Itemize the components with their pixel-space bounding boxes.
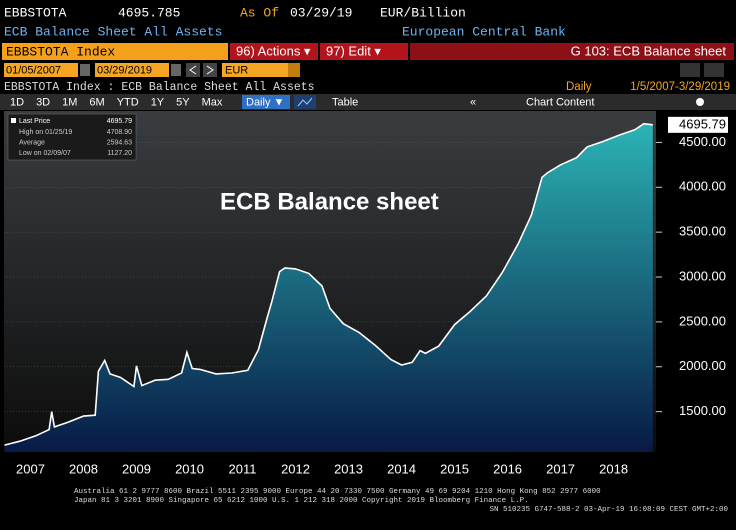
x-tick-label: 2017 — [546, 461, 575, 476]
collapse-icon[interactable]: « — [470, 96, 476, 108]
x-tick-label: 2008 — [69, 461, 98, 476]
legend-swatch — [11, 118, 16, 123]
y-tick-label: 1500.00 — [679, 403, 726, 418]
calendar-icon[interactable] — [80, 64, 90, 76]
security-name: ECB Balance Sheet All Assets — [4, 24, 222, 39]
range: 1/5/2007-3/29/2019 — [630, 81, 730, 93]
as-of-date: 03/29/19 — [290, 5, 352, 20]
x-tick-label: 2018 — [599, 461, 628, 476]
currency-dropdown[interactable] — [288, 63, 300, 77]
footer-line: SN 510235 G747-588-2 03-Apr-19 16:08:09 … — [489, 506, 728, 514]
legend-box — [7, 113, 137, 161]
page-bar — [410, 43, 734, 60]
settings-icon[interactable] — [696, 98, 704, 106]
y-tick-label: 4000.00 — [679, 179, 726, 194]
security-field[interactable] — [2, 43, 228, 60]
next-icon — [206, 65, 214, 75]
calendar-icon[interactable] — [171, 64, 181, 76]
end-date: 03/29/2019 — [97, 64, 152, 76]
start-date-field[interactable] — [4, 63, 78, 77]
last-value-label: 4695.79 — [679, 116, 726, 131]
area — [4, 123, 653, 452]
chart-type-icon — [297, 97, 313, 107]
footer-line: Japan 81 3 3201 8900 Singapore 65 6212 1… — [74, 497, 529, 505]
start-date: 01/05/2007 — [6, 64, 61, 76]
x-tick-label: 2015 — [440, 461, 469, 476]
range-tab[interactable]: 1M — [62, 96, 77, 108]
range-tab[interactable]: 3D — [36, 96, 50, 108]
x-tick-label: 2011 — [229, 461, 257, 476]
range-tab[interactable]: Max — [202, 96, 223, 108]
page-title: G 103: ECB Balance sheet — [571, 43, 727, 58]
tab-bar — [0, 94, 736, 110]
actions-button[interactable] — [230, 43, 318, 60]
x-tick-label: 2007 — [16, 461, 45, 476]
footer-line: Australia 61 2 9777 8600 Brazil 5511 239… — [74, 488, 601, 496]
currency: EUR — [225, 64, 248, 76]
table-tab[interactable]: Table — [332, 96, 358, 108]
y-tick-label: 2500.00 — [679, 313, 726, 328]
price: 4695.785 — [118, 5, 180, 20]
frequency-button[interactable] — [242, 95, 290, 109]
y-tick-label: 3000.00 — [679, 268, 726, 283]
frequency: Daily ▼ — [246, 96, 284, 108]
chart-content-button[interactable]: Chart Content — [526, 96, 594, 108]
range-tab[interactable]: 1D — [10, 96, 24, 108]
as-of: As Of — [240, 5, 279, 20]
x-tick-label: 2012 — [281, 461, 310, 476]
security-field-text: EBBSTOTA Index — [6, 44, 115, 59]
y-tick-label: 3500.00 — [679, 224, 726, 239]
source: European Central Bank — [402, 24, 566, 39]
units: EUR/Billion — [380, 5, 466, 20]
ticker: EBBSTOTA — [4, 5, 67, 20]
legend-label: High on 01/25/19 — [19, 129, 72, 136]
range-tab[interactable]: 1Y — [151, 96, 165, 108]
prev-button[interactable] — [186, 63, 200, 77]
range-tab[interactable]: 5Y — [176, 96, 190, 108]
edit-button[interactable] — [320, 43, 408, 60]
legend-value: 4708.90 — [107, 129, 132, 136]
end-date-field[interactable] — [95, 63, 169, 77]
next-button[interactable] — [203, 63, 217, 77]
annotation: ECB Balance sheet — [220, 188, 439, 215]
edit-label: 97) Edit ▾ — [326, 43, 381, 58]
legend-label: Low on 02/09/07 — [19, 150, 71, 157]
legend-label: Last Price — [19, 118, 50, 125]
legend-value: 1127.20 — [107, 150, 132, 157]
last-value-box — [668, 116, 728, 133]
legend-value: 2594.63 — [107, 139, 132, 146]
actions-label: 96) Actions ▾ — [236, 43, 311, 58]
prev-icon — [189, 65, 197, 75]
legend-value: 4695.79 — [107, 118, 132, 125]
x-tick-label: 2010 — [175, 461, 204, 476]
range-tab[interactable]: YTD — [117, 96, 139, 108]
x-tick-label: 2016 — [493, 461, 522, 476]
undo-button[interactable] — [680, 63, 700, 77]
redo-button[interactable] — [704, 63, 724, 77]
description: EBBSTOTA Index : ECB Balance Sheet All A… — [4, 81, 315, 94]
currency-field[interactable] — [222, 63, 300, 77]
x-tick-label: 2014 — [387, 461, 416, 476]
range-tab[interactable]: 6M — [89, 96, 104, 108]
y-tick-label: 2000.00 — [679, 358, 726, 373]
x-tick-label: 2013 — [334, 461, 363, 476]
period: Daily — [566, 81, 592, 93]
legend-label: Average — [19, 139, 45, 146]
x-tick-label: 2009 — [122, 461, 151, 476]
y-tick-label: 4500.00 — [679, 134, 726, 149]
line — [4, 122, 653, 446]
